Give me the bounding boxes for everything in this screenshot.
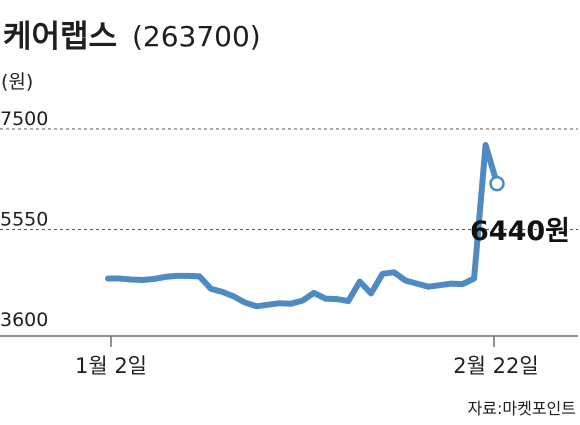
- y-tick-label: 7500: [0, 108, 48, 130]
- last-price-label: 6440원: [470, 216, 570, 247]
- y-tick-labels: 7500 5550 3600: [0, 108, 48, 331]
- price-series: [105, 142, 505, 310]
- x-tick-label-start: 1월 2일: [75, 354, 147, 378]
- price-line: [105, 142, 500, 310]
- last-point-marker: [489, 175, 505, 192]
- chart-subtitle: (263700): [132, 20, 261, 53]
- source-label: 자료:마켓포인트: [468, 399, 576, 418]
- y-tick-label: 5550: [0, 209, 48, 231]
- y-axis-unit: (원): [1, 71, 33, 93]
- y-tick-label: 3600: [0, 309, 48, 331]
- gridlines: [0, 128, 578, 230]
- x-tick-label-end: 2월 22일: [453, 354, 538, 378]
- chart-title: 케어랩스: [3, 19, 117, 55]
